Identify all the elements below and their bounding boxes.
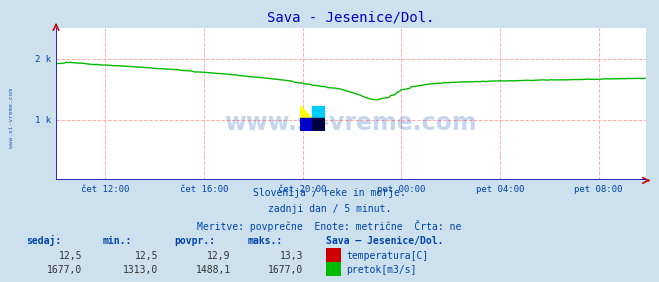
Text: www.si-vreme.com: www.si-vreme.com xyxy=(225,111,477,135)
Text: www.si-vreme.com: www.si-vreme.com xyxy=(9,89,14,148)
Text: 13,3: 13,3 xyxy=(279,251,303,261)
Polygon shape xyxy=(312,118,325,131)
Polygon shape xyxy=(300,118,312,131)
Polygon shape xyxy=(312,106,325,118)
Text: Sava – Jesenice/Dol.: Sava – Jesenice/Dol. xyxy=(326,236,444,246)
Text: 1677,0: 1677,0 xyxy=(268,265,303,275)
Polygon shape xyxy=(300,106,312,118)
Text: 1488,1: 1488,1 xyxy=(196,265,231,275)
Title: Sava - Jesenice/Dol.: Sava - Jesenice/Dol. xyxy=(267,10,435,24)
Text: 1313,0: 1313,0 xyxy=(123,265,158,275)
Text: povpr.:: povpr.: xyxy=(175,236,215,246)
Text: Meritve: povprečne  Enote: metrične  Črta: ne: Meritve: povprečne Enote: metrične Črta:… xyxy=(197,220,462,232)
Text: sedaj:: sedaj: xyxy=(26,235,61,246)
Text: Slovenija / reke in morje.: Slovenija / reke in morje. xyxy=(253,188,406,197)
Text: 12,5: 12,5 xyxy=(59,251,82,261)
Text: 12,5: 12,5 xyxy=(134,251,158,261)
Text: temperatura[C]: temperatura[C] xyxy=(346,251,428,261)
Text: 12,9: 12,9 xyxy=(207,251,231,261)
Text: zadnji dan / 5 minut.: zadnji dan / 5 minut. xyxy=(268,204,391,214)
Text: 1677,0: 1677,0 xyxy=(47,265,82,275)
Text: min.:: min.: xyxy=(102,236,132,246)
Text: pretok[m3/s]: pretok[m3/s] xyxy=(346,265,416,275)
Text: maks.:: maks.: xyxy=(247,236,282,246)
